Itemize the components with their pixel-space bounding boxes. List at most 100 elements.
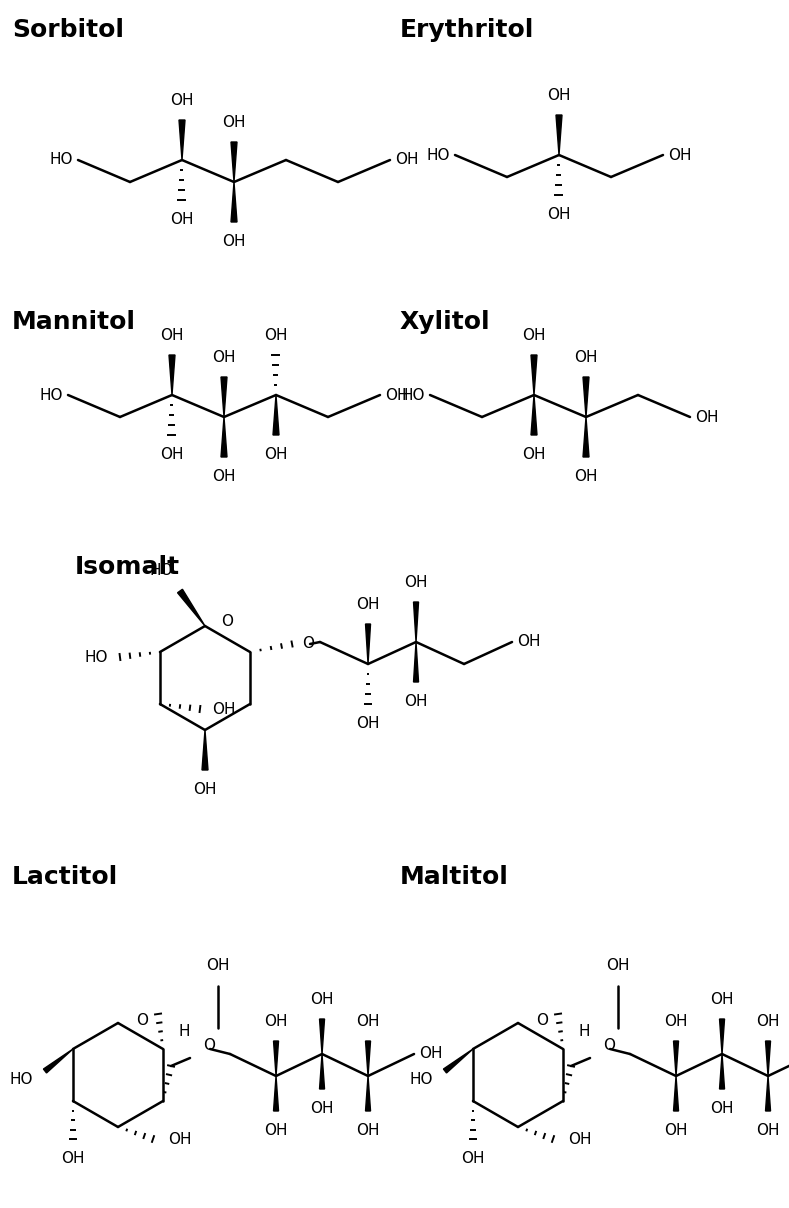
Text: OH: OH [222,234,245,249]
Text: OH: OH [462,1151,484,1166]
Text: OH: OH [395,152,418,168]
Text: HO: HO [84,650,108,664]
Text: Maltitol: Maltitol [400,865,509,889]
Polygon shape [274,1076,279,1111]
Text: OH: OH [385,388,409,402]
Text: OH: OH [568,1132,592,1146]
Polygon shape [413,641,418,683]
Polygon shape [583,417,589,457]
Polygon shape [365,1041,371,1076]
Polygon shape [221,417,227,457]
Polygon shape [43,1049,73,1073]
Text: OH: OH [574,350,598,365]
Text: OH: OH [222,115,245,130]
Text: O: O [136,1014,148,1028]
Text: O: O [302,637,314,651]
Text: OH: OH [193,782,217,797]
Text: OH: OH [357,716,380,731]
Polygon shape [674,1076,679,1111]
Text: OH: OH [548,88,570,103]
Text: HO: HO [149,563,173,577]
Polygon shape [273,395,279,435]
Text: Isomalt: Isomalt [75,554,180,579]
Polygon shape [179,120,185,159]
Polygon shape [583,377,589,417]
Text: OH: OH [606,958,630,972]
Text: H: H [578,1023,590,1039]
Text: OH: OH [710,1100,734,1116]
Polygon shape [531,395,537,435]
Polygon shape [178,590,205,626]
Text: OH: OH [212,469,236,484]
Text: OH: OH [212,702,235,716]
Text: OH: OH [757,1123,780,1138]
Text: OH: OH [170,211,194,227]
Text: O: O [603,1039,615,1053]
Text: Sorbitol: Sorbitol [12,18,124,42]
Text: OH: OH [310,1100,334,1116]
Polygon shape [320,1020,324,1055]
Polygon shape [231,182,237,222]
Text: O: O [222,614,234,629]
Polygon shape [365,1076,371,1111]
Polygon shape [674,1041,679,1076]
Text: OH: OH [664,1014,688,1029]
Text: HO: HO [402,388,425,402]
Text: OH: OH [522,447,546,461]
Text: O: O [537,1014,548,1028]
Polygon shape [765,1076,771,1111]
Text: OH: OH [264,447,288,461]
Text: OH: OH [206,958,230,972]
Polygon shape [556,115,562,155]
Text: OH: OH [168,1132,192,1146]
Text: O: O [203,1039,215,1053]
Text: Erythritol: Erythritol [400,18,534,42]
Polygon shape [320,1055,324,1088]
Polygon shape [720,1055,724,1088]
Text: Xylitol: Xylitol [400,310,491,333]
Text: OH: OH [695,410,719,424]
Text: OH: OH [404,575,428,590]
Polygon shape [765,1041,771,1076]
Text: OH: OH [62,1151,84,1166]
Polygon shape [221,377,227,417]
Text: OH: OH [668,147,691,163]
Text: OH: OH [664,1123,688,1138]
Polygon shape [274,1041,279,1076]
Text: H: H [178,1023,190,1039]
Text: OH: OH [357,1014,380,1029]
Polygon shape [413,602,418,641]
Polygon shape [531,355,537,395]
Text: OH: OH [574,469,598,484]
Text: OH: OH [517,634,540,650]
Text: HO: HO [427,147,450,163]
Polygon shape [443,1049,473,1073]
Text: OH: OH [160,329,184,343]
Text: Mannitol: Mannitol [12,310,136,333]
Text: Lactitol: Lactitol [12,865,118,889]
Text: OH: OH [160,447,184,461]
Polygon shape [169,355,175,395]
Text: OH: OH [548,207,570,222]
Text: HO: HO [409,1071,433,1086]
Text: OH: OH [357,1123,380,1138]
Text: OH: OH [419,1046,443,1062]
Text: OH: OH [264,329,288,343]
Polygon shape [202,730,208,769]
Polygon shape [231,143,237,182]
Text: OH: OH [310,992,334,1007]
Text: OH: OH [357,597,380,612]
Polygon shape [365,625,371,664]
Text: OH: OH [757,1014,780,1029]
Text: OH: OH [212,350,236,365]
Text: OH: OH [522,329,546,343]
Text: HO: HO [50,152,73,168]
Text: OH: OH [710,992,734,1007]
Text: HO: HO [39,388,63,402]
Text: OH: OH [264,1123,288,1138]
Text: OH: OH [264,1014,288,1029]
Text: HO: HO [9,1071,33,1086]
Text: OH: OH [170,93,194,108]
Text: OH: OH [404,695,428,709]
Polygon shape [720,1020,724,1055]
